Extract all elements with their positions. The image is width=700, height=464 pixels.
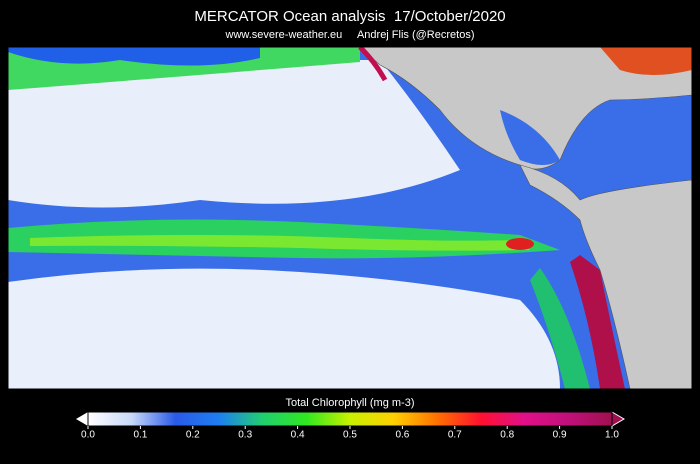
colorbar-tick-label: 0.2 bbox=[186, 430, 200, 441]
land-north-america bbox=[359, 47, 692, 170]
coastal-upwelling bbox=[570, 255, 625, 389]
colorbar-tick-label: 0.0 bbox=[81, 430, 95, 441]
equatorial-core bbox=[30, 235, 530, 251]
low-chl-south bbox=[8, 268, 560, 389]
upwelling bbox=[506, 238, 534, 250]
colorbar-tick-label: 0.5 bbox=[343, 430, 357, 441]
title: MERCATOR Ocean analysis 17/October/2020 bbox=[194, 8, 505, 25]
colorbar-tick-label: 0.8 bbox=[500, 430, 514, 441]
colorbar-tick-label: 0.3 bbox=[238, 430, 252, 441]
atlantic-high bbox=[600, 47, 692, 75]
colorbar-tick-label: 0.7 bbox=[448, 430, 462, 441]
coastal-high bbox=[358, 47, 388, 82]
colorbar-label: Total Chlorophyll (mg m-3) bbox=[286, 397, 415, 409]
low-chl-north bbox=[8, 60, 460, 208]
colorbar-tick-label: 0.1 bbox=[133, 430, 147, 441]
colorbar-tick-label: 1.0 bbox=[605, 430, 619, 441]
map-frame bbox=[7, 46, 693, 390]
subtitle: www.severe-weather.eu Andrej Flis (@Recr… bbox=[225, 29, 475, 41]
land-south-america bbox=[519, 164, 692, 389]
colorbar-extend-low bbox=[76, 412, 88, 426]
colorbar-bar bbox=[87, 411, 613, 427]
map bbox=[8, 47, 692, 389]
colorbar-tick-label: 0.4 bbox=[291, 430, 305, 441]
colorbar: Total Chlorophyll (mg m-3) 0.0 0.1 0.2 0.3 0… bbox=[76, 397, 625, 441]
colorbar-tick-label: 0.6 bbox=[395, 430, 409, 441]
colorbar-tick-label: 0.9 bbox=[553, 430, 567, 441]
gulf bbox=[500, 110, 560, 165]
coastal-green bbox=[530, 268, 590, 389]
band-north bbox=[8, 47, 260, 66]
